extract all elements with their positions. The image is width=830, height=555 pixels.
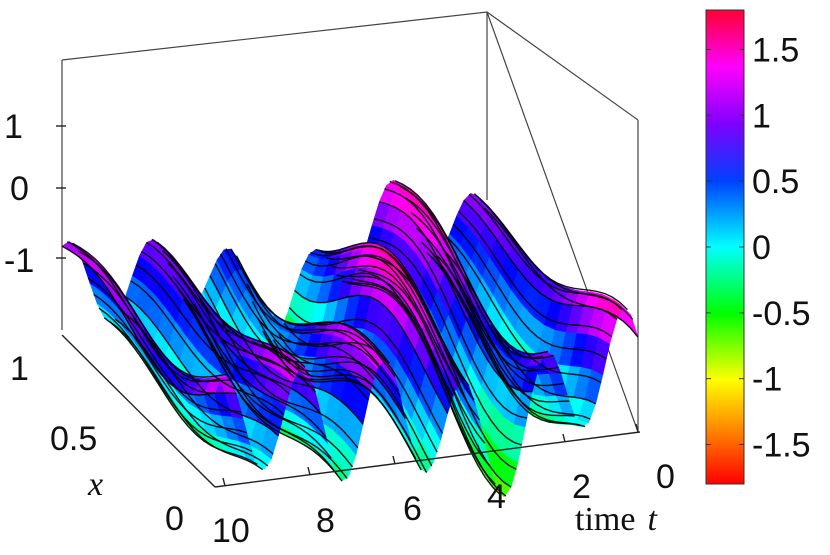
contour-line (479, 198, 634, 320)
contour-line (82, 262, 237, 395)
contour-line (188, 303, 343, 482)
time-tick-label: 6 (403, 490, 422, 528)
contour-line (352, 278, 507, 497)
x-tick-label: 0.5 (50, 420, 97, 458)
z-tick-label: 0 (10, 170, 29, 208)
contour-line (283, 322, 438, 453)
contour-line (225, 248, 380, 366)
contour-line (103, 317, 258, 466)
contour-line (426, 251, 580, 426)
time-tick-label: 2 (572, 468, 591, 506)
contour-line (140, 250, 295, 378)
contour-line (326, 254, 480, 421)
contour-line (484, 208, 639, 338)
contour-line (320, 245, 475, 401)
contour-line (315, 241, 470, 387)
contour-line (125, 296, 279, 437)
contour-line (193, 303, 348, 480)
colorbar-tick-label: -0.5 (752, 295, 811, 333)
time-tick-label: 10 (212, 512, 250, 550)
contour-line (473, 193, 628, 311)
contour-line (294, 289, 449, 414)
contour-line (130, 280, 285, 416)
contour-line (167, 262, 322, 415)
x-tick-label: 1 (10, 350, 29, 388)
colorbar-gradient (705, 9, 745, 485)
contour-line (405, 197, 559, 371)
colorbar: 1.5 1 0.5 0 -0.5 -1 -1.5 (705, 9, 811, 485)
contour-line (431, 256, 586, 428)
colorbar-tick-label: 1.5 (752, 32, 799, 70)
time-tick-label: 8 (316, 502, 335, 540)
time-tick-label: 4 (487, 478, 506, 516)
colorbar-tick-label: -1 (752, 361, 782, 399)
time-axis: 10 8 6 4 2 0 time t (212, 423, 675, 550)
colorbar-tick-label: 0.5 (752, 163, 799, 201)
contour-line (114, 318, 269, 467)
colorbar-tick-label: 1 (752, 97, 771, 135)
contour-line (204, 287, 359, 449)
contour-line (442, 248, 596, 405)
x-space-axis: 1 0.5 0 x (10, 350, 184, 538)
colorbar-tick-label: 0 (752, 229, 771, 267)
axes-lines (61, 334, 641, 488)
contour-line (436, 255, 591, 420)
z-tick-label: 1 (4, 108, 23, 146)
contour-line (119, 309, 274, 455)
contour-line (357, 268, 512, 488)
contour-line (452, 223, 607, 360)
contour-line (251, 301, 406, 419)
contour-line (198, 297, 354, 468)
contour-line (241, 267, 396, 377)
contour-line (93, 293, 247, 434)
contour-line (373, 218, 528, 419)
time-tick-label: 0 (656, 458, 675, 496)
contour-line (368, 236, 522, 446)
time-axis-label: time t (575, 501, 658, 538)
contour-line (447, 237, 602, 384)
contour-line (347, 282, 501, 496)
contour-line (209, 275, 364, 425)
x-axis-label: x (87, 466, 103, 503)
z-tick-label: -1 (4, 242, 34, 280)
contour-line (88, 277, 242, 413)
contour-line (415, 227, 570, 403)
contour-line (77, 250, 231, 383)
contour-line (183, 298, 338, 475)
contour-line (363, 254, 517, 470)
contour-line (336, 274, 491, 467)
contour-line (278, 333, 433, 467)
contour-line (267, 338, 422, 471)
contour-line (246, 283, 401, 397)
contour-line (272, 339, 428, 473)
contour-line (421, 241, 575, 417)
contour-line (331, 265, 486, 444)
contour-line (172, 275, 327, 438)
contour-line (109, 321, 263, 471)
contour-line (288, 307, 444, 434)
x-tick-label: 0 (165, 500, 184, 538)
surface (61, 179, 639, 498)
z-axis: 1 0 -1 (4, 108, 66, 280)
contour-line (458, 210, 612, 338)
contour-line (162, 249, 317, 393)
contour-line (135, 264, 290, 395)
colorbar-tick-label: -1.5 (752, 427, 811, 465)
